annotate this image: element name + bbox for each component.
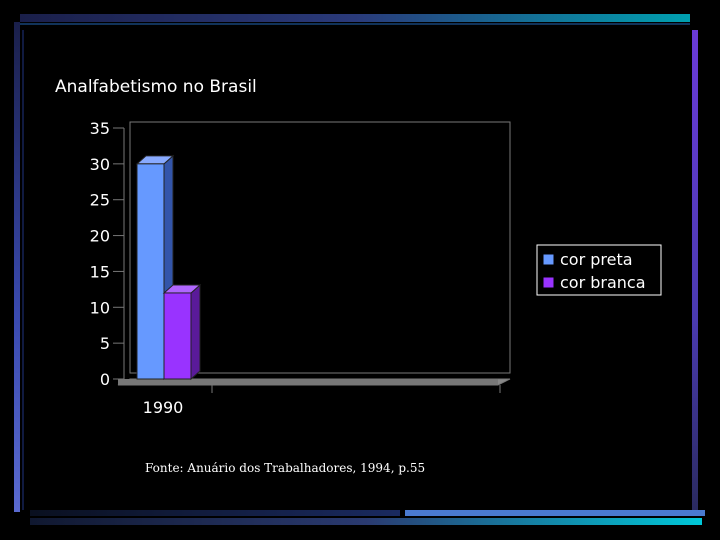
chart-title: Analfabetismo no Brasil [55,77,257,97]
bottom-frame-line-left [30,510,400,516]
y-tick-label: 0 [100,370,110,389]
y-tick-label: 30 [90,155,110,174]
y-tick-label: 15 [90,262,110,281]
bar-front [163,292,192,380]
y-tick-label: 25 [90,191,110,210]
top-frame-line [20,23,690,25]
y-tick-label: 20 [90,227,110,246]
bar-front [136,163,165,380]
x-axis-ticks: 1990 [143,385,501,417]
right-frame-bar [692,30,698,510]
bottom-frame-line-right [405,510,705,516]
plot-floor-front [118,379,498,385]
top-frame-bar [20,14,690,22]
legend-label: cor branca [560,273,646,292]
bottom-frame-bar [30,518,702,525]
y-tick-label: 10 [90,298,110,317]
y-tick-label: 5 [100,334,110,353]
legend-swatch [542,253,555,266]
left-frame-line [22,30,24,510]
y-tick-label: 35 [90,119,110,138]
bar-side [190,283,201,381]
bar-cor-branca [162,283,202,381]
legend-box [536,244,662,296]
source-note: Fonte: Anuário dos Trabalhadores, 1994, … [145,461,426,475]
x-tick-label: 1990 [143,398,184,417]
y-axis-ticks: 0 5 10 15 20 25 30 35 [90,119,124,389]
left-frame-bar [14,22,20,512]
bars [135,154,202,381]
legend-label: cor preta [560,250,633,269]
legend-swatch [542,276,555,289]
legend: cor preta cor branca [536,244,662,296]
